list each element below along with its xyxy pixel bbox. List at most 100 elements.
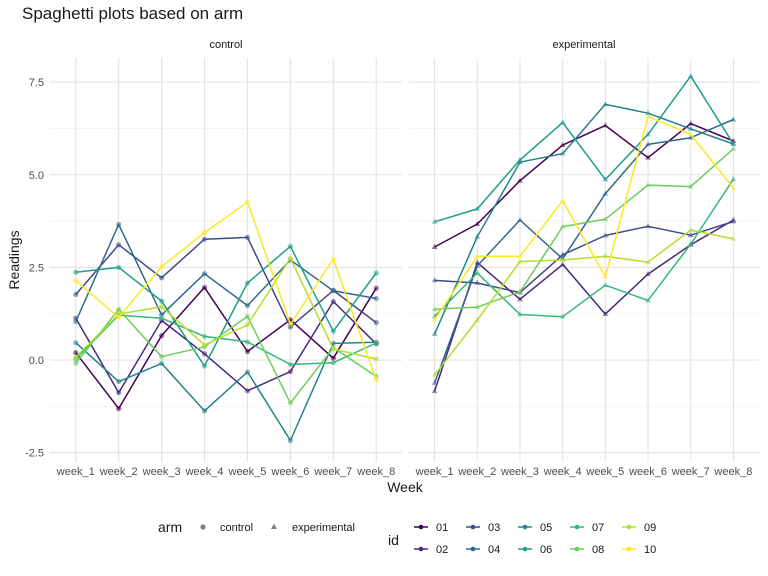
- data-point: [602, 190, 609, 196]
- series-line-experimental-04: [433, 118, 734, 384]
- data-point: [559, 141, 566, 148]
- data-point: [287, 361, 293, 368]
- data-point: [517, 177, 523, 183]
- legend-id-label: 05: [540, 522, 552, 534]
- data-point: [373, 295, 379, 302]
- data-point: [330, 288, 336, 294]
- data-point: [517, 288, 523, 294]
- series-line-control-04: [75, 223, 377, 322]
- data-point: [116, 306, 122, 312]
- series-line-experimental-08: [434, 148, 734, 311]
- x-tick-label: week_5: [585, 466, 624, 478]
- data-point: [517, 311, 523, 317]
- series-line-control-01: [75, 286, 377, 410]
- data-point: [373, 285, 379, 291]
- data-point: [201, 271, 208, 277]
- data-point: [645, 154, 651, 160]
- data-point: [687, 120, 694, 126]
- y-tick-label: -2.5: [25, 448, 44, 460]
- x-tick-label: week_1: [56, 466, 95, 478]
- data-point: [730, 145, 737, 151]
- data-point: [602, 101, 609, 107]
- data-point: [373, 320, 379, 326]
- facet-strip-label: control: [209, 39, 242, 51]
- x-tick-label: week_7: [313, 466, 352, 478]
- data-point: [73, 318, 79, 325]
- data-point: [602, 282, 609, 288]
- x-tick-label: week_6: [628, 466, 667, 478]
- data-point: [730, 176, 737, 182]
- legend-key-point: [574, 546, 580, 552]
- legend-key-point: [470, 546, 476, 552]
- series-line-control-06: [75, 245, 377, 367]
- data-point: [330, 328, 336, 334]
- y-tick-label: 2.5: [29, 262, 44, 274]
- y-tick-label: 0.0: [29, 355, 44, 367]
- series-line-experimental-05: [433, 103, 734, 335]
- data-point: [159, 304, 165, 310]
- data-point: [517, 258, 523, 264]
- data-point: [244, 369, 251, 375]
- data-point: [517, 296, 523, 302]
- data-point: [201, 408, 208, 414]
- legend-id-label: 08: [592, 544, 604, 556]
- x-axis-title: Week: [387, 479, 424, 495]
- legend-key-point: [470, 524, 476, 530]
- data-point: [244, 280, 251, 286]
- data-point: [201, 236, 208, 242]
- data-point: [645, 297, 651, 303]
- data-point: [559, 150, 566, 156]
- series-line-control-10: [75, 201, 377, 380]
- data-point: [373, 340, 379, 346]
- data-point: [73, 350, 79, 356]
- data-point: [474, 233, 481, 239]
- data-point: [645, 270, 651, 277]
- legend-id-label: 10: [644, 544, 656, 556]
- data-point: [373, 270, 379, 276]
- data-point: [244, 313, 251, 319]
- data-point: [474, 279, 481, 285]
- data-point: [645, 181, 651, 188]
- data-point: [517, 156, 523, 162]
- data-point: [373, 377, 379, 383]
- data-point: [159, 264, 165, 270]
- data-point: [559, 256, 566, 262]
- data-point: [330, 256, 336, 262]
- data-point: [602, 310, 609, 317]
- legend-id-label: 07: [592, 522, 604, 534]
- data-point: [559, 119, 566, 125]
- data-point: [244, 322, 251, 328]
- data-point: [159, 315, 165, 321]
- data-point: [287, 368, 293, 375]
- series-line-control-08: [75, 308, 377, 404]
- data-point: [517, 216, 523, 222]
- data-point: [244, 388, 251, 394]
- data-point: [244, 199, 251, 205]
- legend-key-point: [626, 546, 632, 552]
- data-point: [431, 218, 438, 224]
- data-point: [431, 388, 438, 394]
- data-point: [73, 340, 79, 346]
- legend-arm-label: experimental: [292, 522, 355, 534]
- legend-id: id 01 02 03 04 05 06 07 08 09 10: [388, 522, 656, 556]
- legend-key-point: [418, 546, 424, 552]
- data-point: [730, 184, 737, 191]
- data-point: [116, 264, 122, 271]
- x-tick-label: week_2: [99, 466, 138, 478]
- x-tick-label: week_3: [500, 466, 539, 478]
- series-line-control-05: [75, 341, 377, 442]
- x-tick-label: week_5: [228, 466, 267, 478]
- data-point: [687, 125, 694, 131]
- data-point: [201, 333, 208, 339]
- data-point: [159, 298, 165, 304]
- legend-key-triangle: [271, 523, 277, 529]
- data-point: [474, 253, 481, 259]
- data-point: [373, 356, 379, 362]
- data-point: [730, 235, 737, 241]
- data-point: [201, 284, 208, 291]
- data-point: [730, 140, 737, 146]
- data-point: [730, 218, 737, 224]
- data-point: [431, 379, 438, 385]
- legend-id-label: 09: [644, 522, 656, 534]
